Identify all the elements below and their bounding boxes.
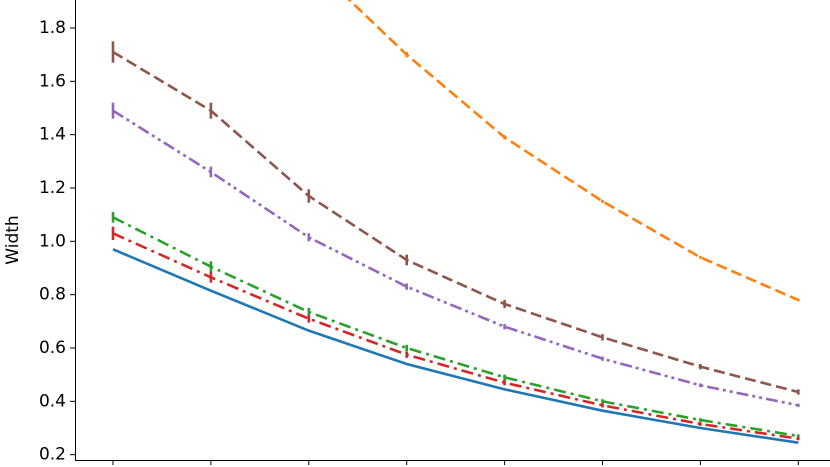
y-tick-label: 0.2 <box>39 445 66 465</box>
y-tick-label: 1.6 <box>39 71 66 91</box>
y-tick-label: 1.2 <box>39 178 66 198</box>
y-tick-label: 1.4 <box>39 125 66 145</box>
series-line <box>112 248 799 444</box>
y-tick-label: 1.0 <box>39 231 66 251</box>
series-line <box>112 50 799 394</box>
y-axis-label: Width <box>3 215 23 264</box>
series-line <box>112 109 799 407</box>
series-line <box>112 216 799 438</box>
y-tick-label: 0.4 <box>39 391 66 411</box>
y-tick-label: 1.8 <box>39 18 66 38</box>
series-line <box>347 0 799 302</box>
y-tick-label: 0.6 <box>39 338 66 358</box>
plot-area <box>111 0 800 444</box>
y-tick-label: 0.8 <box>39 285 66 305</box>
series-line <box>112 232 799 440</box>
